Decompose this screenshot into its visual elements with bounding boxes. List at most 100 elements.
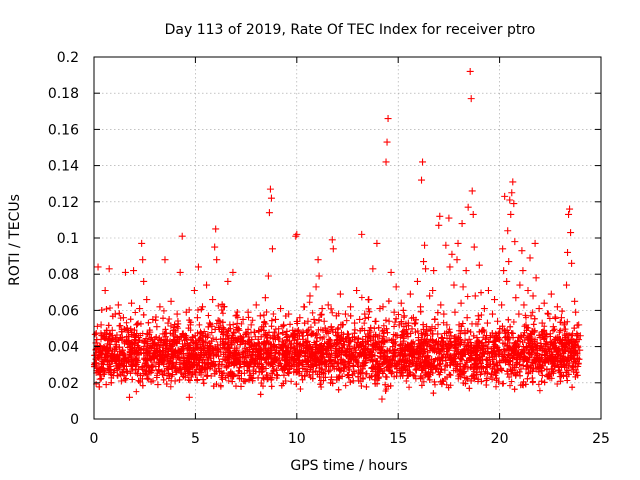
density-marker bbox=[194, 345, 201, 352]
density-marker bbox=[436, 349, 443, 356]
density-marker bbox=[561, 354, 568, 361]
density-marker bbox=[375, 324, 382, 331]
density-marker bbox=[355, 373, 362, 380]
density-marker bbox=[92, 346, 99, 353]
density-marker bbox=[167, 363, 174, 370]
density-marker bbox=[257, 391, 264, 398]
density-marker bbox=[452, 353, 459, 360]
density-marker bbox=[91, 331, 98, 338]
density-marker bbox=[411, 341, 418, 348]
density-marker bbox=[469, 320, 476, 327]
density-marker bbox=[132, 309, 139, 316]
density-marker bbox=[473, 371, 480, 378]
density-marker bbox=[284, 369, 291, 376]
density-marker bbox=[367, 337, 374, 344]
density-marker bbox=[447, 354, 454, 361]
density-marker bbox=[93, 336, 100, 343]
density-marker bbox=[263, 309, 270, 316]
density-marker bbox=[386, 361, 393, 368]
density-marker bbox=[96, 342, 103, 349]
density-marker bbox=[135, 366, 142, 373]
density-marker bbox=[252, 333, 259, 340]
density-marker bbox=[273, 367, 280, 374]
density-marker bbox=[427, 327, 434, 334]
density-marker bbox=[315, 326, 322, 333]
density-marker bbox=[188, 373, 195, 380]
density-marker bbox=[444, 374, 451, 381]
density-marker bbox=[242, 331, 249, 338]
density-marker bbox=[541, 379, 548, 386]
density-marker bbox=[283, 328, 290, 335]
density-marker bbox=[382, 381, 389, 388]
density-marker bbox=[391, 363, 398, 370]
density-marker bbox=[484, 369, 491, 376]
density-marker bbox=[268, 352, 275, 359]
density-marker bbox=[122, 376, 129, 383]
density-marker bbox=[329, 309, 336, 316]
density-marker bbox=[204, 356, 211, 363]
density-marker bbox=[532, 360, 539, 367]
density-marker bbox=[347, 379, 354, 386]
density-marker bbox=[340, 357, 347, 364]
density-marker bbox=[191, 359, 198, 366]
density-marker bbox=[225, 377, 232, 384]
density-marker bbox=[452, 344, 459, 351]
density-marker bbox=[347, 312, 354, 319]
density-marker bbox=[431, 378, 438, 385]
density-marker bbox=[382, 388, 389, 395]
density-marker bbox=[293, 381, 300, 388]
density-marker bbox=[250, 349, 257, 356]
density-marker bbox=[521, 353, 528, 360]
density-marker bbox=[335, 386, 342, 393]
density-marker bbox=[271, 342, 278, 349]
density-marker bbox=[372, 372, 379, 379]
density-marker bbox=[309, 362, 316, 369]
density-marker bbox=[435, 321, 442, 328]
density-marker bbox=[467, 328, 474, 335]
density-marker bbox=[436, 346, 443, 353]
density-marker bbox=[469, 349, 476, 356]
density-marker bbox=[426, 371, 433, 378]
density-marker bbox=[569, 364, 576, 371]
density-marker bbox=[462, 337, 469, 344]
density-marker bbox=[279, 355, 286, 362]
density-marker bbox=[140, 370, 147, 377]
density-marker bbox=[295, 327, 302, 334]
density-marker bbox=[400, 307, 407, 314]
density-marker bbox=[366, 374, 373, 381]
density-marker bbox=[545, 346, 552, 353]
density-marker bbox=[509, 347, 516, 354]
density-marker bbox=[446, 371, 453, 378]
density-marker bbox=[260, 312, 267, 319]
density-marker bbox=[423, 338, 430, 345]
density-marker bbox=[557, 378, 564, 385]
density-marker bbox=[106, 341, 113, 348]
density-marker bbox=[134, 321, 141, 328]
density-marker bbox=[235, 358, 242, 365]
density-marker bbox=[520, 378, 527, 385]
density-marker bbox=[288, 332, 295, 339]
density-marker bbox=[123, 319, 130, 326]
density-marker bbox=[563, 358, 570, 365]
density-marker bbox=[389, 357, 396, 364]
density-marker bbox=[506, 374, 513, 381]
density-marker bbox=[94, 323, 101, 330]
density-marker bbox=[118, 328, 125, 335]
density-marker bbox=[160, 348, 167, 355]
density-marker bbox=[465, 343, 472, 350]
density-marker bbox=[564, 377, 571, 384]
density-marker bbox=[297, 386, 304, 393]
density-marker bbox=[509, 367, 516, 374]
density-marker bbox=[145, 319, 152, 326]
density-marker bbox=[459, 320, 466, 327]
density-marker bbox=[106, 357, 113, 364]
density-marker bbox=[406, 363, 413, 370]
density-marker bbox=[216, 368, 223, 375]
density-marker bbox=[501, 352, 508, 359]
density-marker bbox=[411, 372, 418, 379]
density-marker bbox=[268, 317, 275, 324]
density-marker bbox=[382, 317, 389, 324]
density-marker bbox=[571, 355, 578, 362]
density-marker bbox=[569, 384, 576, 391]
